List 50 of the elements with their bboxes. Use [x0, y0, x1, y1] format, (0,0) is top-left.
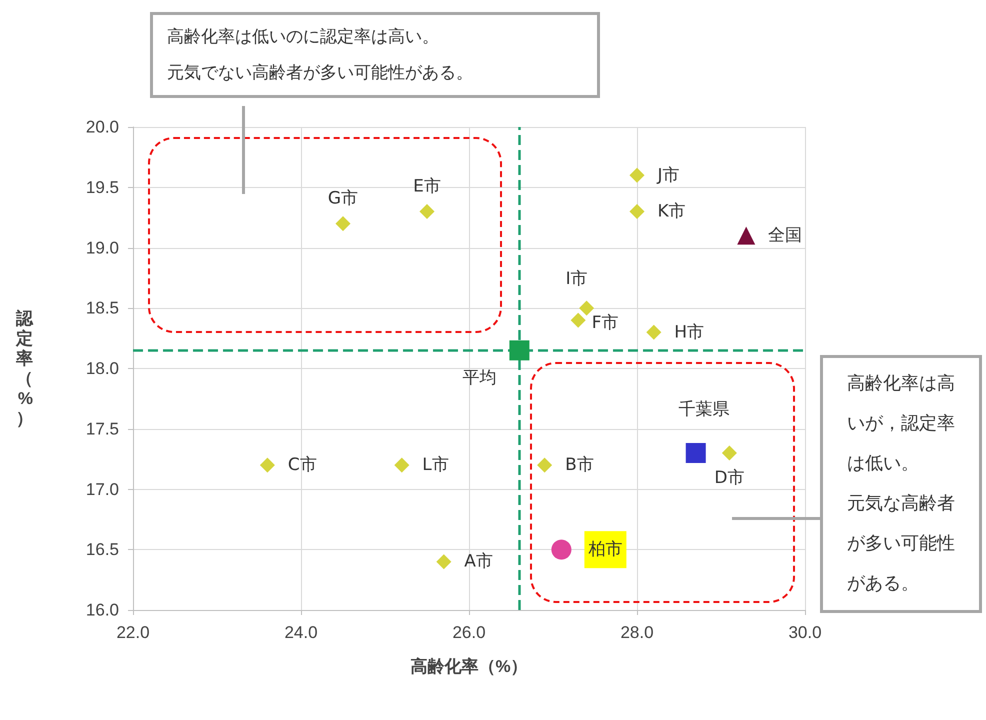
point — [686, 443, 706, 464]
y-tick-label: 18.0 — [86, 359, 119, 378]
series-label: D市 — [714, 468, 744, 488]
y-tick-label: 18.5 — [86, 298, 119, 318]
series-label: K市 — [658, 202, 686, 222]
point — [260, 458, 275, 473]
series-label: H市 — [674, 322, 704, 342]
point — [551, 540, 572, 560]
series-label: 柏市 — [587, 540, 622, 560]
x-axis-title: 高齢化率（%） — [410, 657, 528, 676]
point — [420, 204, 434, 220]
point — [394, 458, 410, 473]
x-tick-label: 22.0 — [116, 623, 150, 642]
series-label: C市 — [288, 455, 317, 476]
x-tick-label: 24.0 — [284, 623, 318, 642]
y-tick-label: 17.5 — [86, 419, 119, 438]
series-label: E市 — [413, 176, 441, 197]
callout-box: 高齢化率は低いのに認定率は高い。元気でない高齢者が多い可能性がある。 — [150, 12, 600, 98]
y-tick-label: 16.0 — [86, 600, 119, 620]
y-tick-label: 16.5 — [86, 540, 119, 560]
series-label: G市 — [328, 188, 358, 209]
point — [646, 324, 662, 340]
y-tick-label: 19.0 — [86, 238, 119, 258]
point — [570, 312, 586, 328]
x-tick-label: 28.0 — [620, 623, 654, 642]
x-tick-label: 30.0 — [788, 623, 822, 642]
series-label: J市 — [656, 165, 680, 186]
series-label: F市 — [592, 313, 618, 334]
callout-box: 高齢化率は高いが，認定率は低い。元気な高齢者が多い可能性がある。 — [820, 355, 982, 613]
series-label: A市 — [464, 552, 493, 572]
x-tick-label: 26.0 — [452, 623, 486, 642]
series-label: L市 — [422, 455, 449, 476]
point — [630, 204, 644, 220]
point — [336, 216, 350, 232]
series-label: 千葉県 — [678, 400, 730, 420]
series-label: B市 — [565, 455, 594, 476]
point — [737, 226, 756, 245]
point — [630, 168, 644, 183]
y-tick-label: 19.5 — [86, 178, 119, 197]
point — [537, 458, 552, 473]
series-label: 平均 — [462, 368, 496, 388]
point — [436, 554, 452, 570]
point — [722, 446, 737, 461]
point — [509, 340, 530, 360]
y-tick-label: 20.0 — [86, 118, 119, 136]
point — [579, 300, 594, 316]
series-label: I市 — [566, 269, 588, 290]
y-axis-title: 認定率（%） — [15, 309, 34, 428]
series-label: 全国 — [768, 226, 802, 246]
y-tick-label: 17.0 — [86, 480, 119, 499]
